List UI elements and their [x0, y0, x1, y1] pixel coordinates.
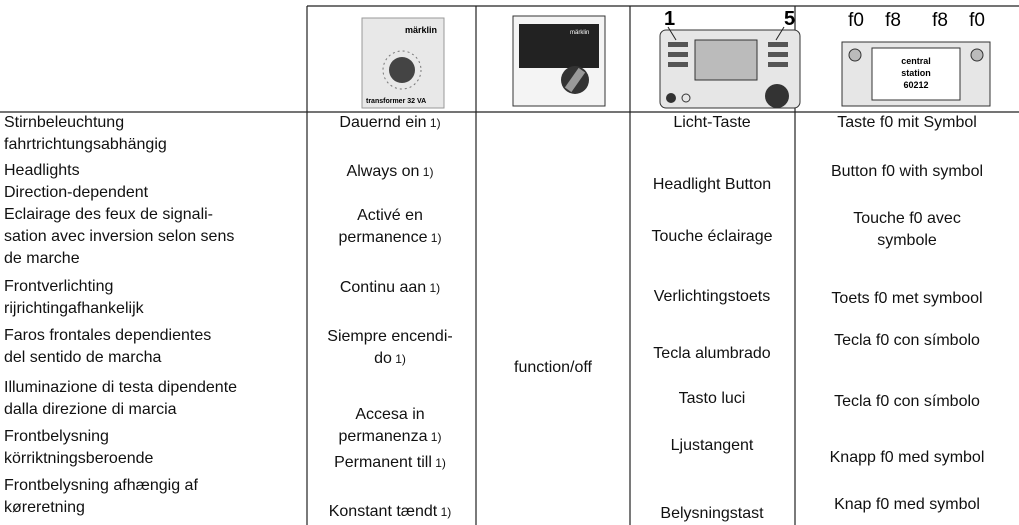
function-text: fahrtrichtungsabhängig: [4, 136, 167, 153]
model: transformer 32 VA: [366, 98, 426, 105]
transformer-text: permanence 1): [338, 229, 442, 246]
footnote-ref: 1): [426, 281, 441, 295]
central-station-text: Tecla f0 con símbolo: [834, 332, 980, 349]
function-text: Headlights: [4, 162, 80, 179]
mobile-station-text: Headlight Button: [652, 176, 772, 193]
function-text: køreretning: [4, 499, 85, 516]
central-station-text: symbole: [877, 232, 937, 249]
key-label: f8: [885, 10, 901, 31]
function-text: Frontbelysning: [4, 428, 109, 445]
transformer-text: do 1): [374, 350, 406, 367]
footnote-ref: 1): [419, 165, 434, 179]
control-unit-icon: märklin: [512, 15, 606, 107]
footnote-ref: 1): [427, 430, 442, 444]
function-text: Eclairage des feux de signali-: [4, 206, 214, 223]
function-text: Frontbelysning afhængig af: [4, 477, 198, 494]
mobile-station-text: Tasto luci: [678, 390, 746, 407]
device-name: station: [901, 68, 931, 78]
transformer-text: Activé en: [357, 207, 423, 224]
mobile-station-icon: 1 5: [659, 8, 801, 109]
device-name: central: [901, 56, 931, 66]
function-text: sation avec inversion selon sens: [4, 228, 235, 245]
mobile-station-text: Touche éclairage: [651, 228, 773, 245]
function-text: Illuminazione di testa dipendente: [4, 379, 238, 396]
key-label: f0: [969, 10, 985, 31]
key-label: 1: [664, 8, 675, 30]
footnote-ref: 1): [427, 231, 442, 245]
function-text: dalla direzione di marcia: [4, 401, 177, 418]
mobile-station-text: Tecla alumbrado: [653, 345, 771, 362]
footnote-ref: 1): [391, 352, 406, 366]
function-text: Faros frontales dependientes: [4, 327, 212, 344]
transformer-text: permanenza 1): [338, 428, 442, 445]
mobile-station-text: Ljustangent: [670, 437, 754, 454]
transformer-text: Siempre encendi-: [327, 328, 453, 345]
central-station-text: Touche f0 avec: [853, 210, 961, 227]
brand: märklin: [570, 30, 589, 36]
key-label: 5: [784, 8, 795, 30]
central-station-text: Taste f0 mit Symbol: [837, 114, 977, 131]
transformer-text: Konstant tændt 1): [328, 503, 452, 520]
mobile-station-text: Verlichtingstoets: [653, 288, 771, 305]
device-name: 60212: [903, 80, 928, 90]
central-station-text: Knap f0 med symbol: [834, 496, 980, 513]
function-text: Direction-dependent: [4, 184, 149, 201]
transformer-text: Continu aan 1): [339, 279, 441, 296]
central-station-text: Knapp f0 med symbol: [829, 449, 985, 466]
key-label: f8: [932, 10, 948, 31]
central-station-text: Toets f0 met symbool: [831, 290, 983, 307]
function-text: Stirnbeleuchtung: [4, 114, 125, 131]
transformer-text: Always on 1): [346, 163, 434, 180]
brand: märklin: [405, 25, 437, 35]
footnote-ref: 1): [437, 505, 452, 519]
transformer-icon: märklin transformer 32 VA: [361, 17, 445, 109]
key-label: f0: [848, 10, 864, 31]
function-text: körriktningsberoende: [4, 450, 154, 467]
footnote-ref: 1): [431, 456, 446, 470]
function-text: rijrichtingafhankelijk: [4, 300, 144, 317]
transformer-text: Accesa in: [355, 406, 425, 423]
function-text: de marche: [4, 250, 80, 267]
mobile-station-text: Belysningstast: [660, 505, 764, 522]
footnote-ref: 1): [426, 116, 441, 130]
transformer-text: Dauernd ein 1): [339, 114, 441, 131]
function-text: Frontverlichting: [4, 278, 114, 295]
central-station-text: Button f0 with symbol: [830, 163, 984, 180]
central-station-icon: f0 f8 f8 f0 central station 60212: [841, 10, 991, 107]
control-unit-text: function/off: [514, 359, 592, 376]
central-station-text: Tecla f0 con símbolo: [834, 393, 980, 410]
function-text: del sentido de marcha: [4, 349, 162, 366]
transformer-text: Permanent till 1): [334, 454, 446, 471]
mobile-station-text: Licht-Taste: [673, 114, 751, 131]
